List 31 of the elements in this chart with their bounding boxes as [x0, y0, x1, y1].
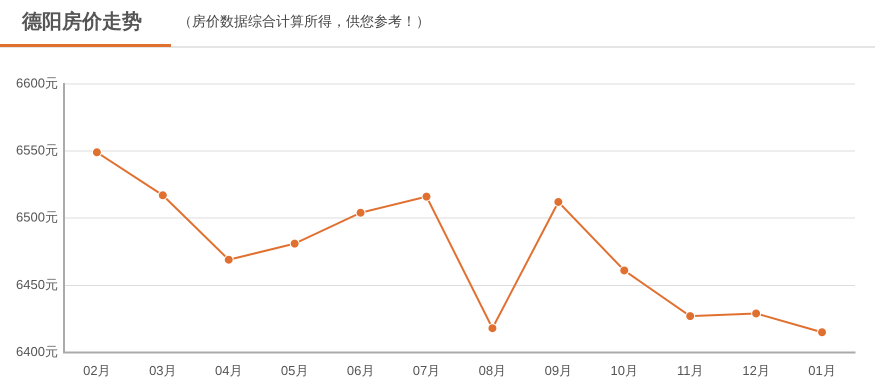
point: [553, 196, 564, 207]
x-tick-label: 05月: [280, 362, 308, 378]
x-tick-label: 10月: [610, 362, 638, 378]
x-tick-label: 04月: [214, 362, 242, 378]
y-tick-label: 6600元: [16, 75, 58, 90]
x-tick-label: 07月: [412, 362, 440, 378]
point: [158, 190, 168, 200]
point: [224, 254, 234, 265]
chart-subtitle: （房价数据综合计算所得，供您参考！）: [178, 13, 430, 31]
point: [487, 323, 498, 334]
y-tick-label: 6500元: [16, 210, 58, 225]
x-tick-label: 02月: [83, 362, 111, 378]
x-tick-label: 12月: [742, 362, 770, 378]
chart-title: 德阳房价走势: [22, 8, 142, 35]
point: [817, 327, 828, 338]
point: [356, 208, 366, 218]
point: [92, 147, 102, 158]
y-tick-label: 6550元: [16, 142, 58, 158]
y-tick-label: 6400元: [16, 344, 58, 359]
point: [685, 311, 696, 322]
x-tick-label: 09月: [544, 362, 572, 378]
point: [422, 192, 432, 202]
x-tick-label: 03月: [149, 362, 177, 378]
x-tick-label: 11月: [676, 362, 704, 378]
point: [751, 308, 762, 318]
x-tick-label: 06月: [346, 362, 374, 378]
point: [619, 265, 630, 276]
y-tick-label: 6450元: [16, 276, 58, 292]
x-tick-label: 08月: [478, 362, 506, 378]
x-tick-label: 01月: [808, 362, 836, 378]
point: [290, 238, 300, 249]
